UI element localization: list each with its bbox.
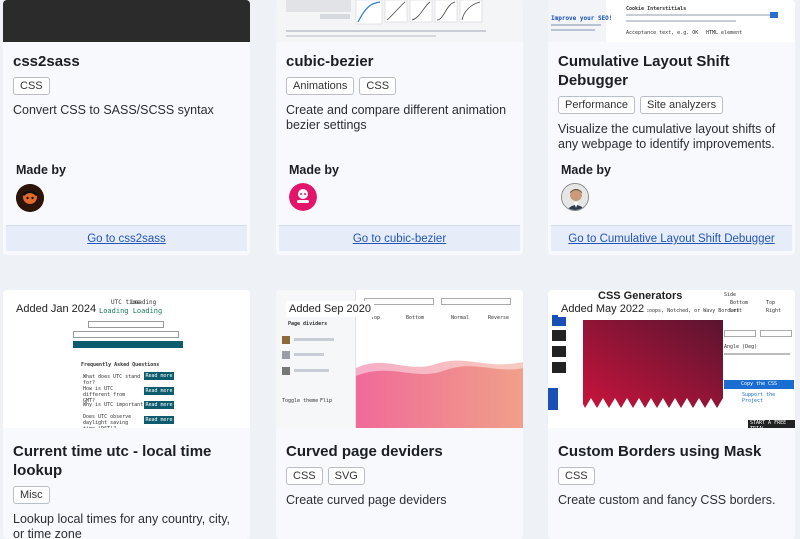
tool-card-css2sass: css2sass CSS Convert CSS to SASS/SCSS sy… — [3, 0, 250, 255]
card-description: Create curved page deviders — [286, 493, 447, 507]
thumb-read-2: Read more — [144, 387, 174, 395]
thumbnail-cubic-bezier[interactable] — [276, 0, 523, 42]
thumb-side: Side — [724, 292, 737, 298]
card-title[interactable]: Curved page deviders — [286, 443, 443, 460]
tag[interactable]: Animations — [286, 77, 355, 95]
tool-card-curved-page-deviders: Page dividers Toggle theme Flip Top Bott… — [276, 290, 523, 539]
thumb-loading-2: Loading Loading — [99, 307, 163, 315]
thumbnail-curved-deviders[interactable]: Page dividers Toggle theme Flip Top Bott… — [276, 290, 523, 428]
tool-card-cls-debugger: Improve your SEO! Cookie Interstitials A… — [548, 0, 795, 255]
goto-link[interactable]: Go to css2sass — [6, 225, 247, 251]
tag[interactable]: Site analyzers — [639, 96, 724, 114]
thumb-read-3: Read more — [144, 401, 174, 409]
thumb-right: Right — [766, 308, 782, 314]
tag[interactable]: SVG — [327, 467, 365, 485]
thumbnail-cls-debugger[interactable]: Improve your SEO! Cookie Interstitials A… — [548, 0, 795, 42]
made-by-label: Made by — [16, 163, 67, 177]
thumb-q1: What does UTC stand for? — [83, 374, 141, 386]
added-date-badge: Added May 2022 — [558, 301, 648, 317]
thumbnail-current-time[interactable]: UTC time Loading Loading Loading Frequen… — [3, 290, 250, 428]
thumb-utc: UTC time — [111, 299, 140, 306]
thumb-normal: Normal — [451, 315, 470, 321]
made-by-label: Made by — [561, 163, 612, 177]
card-description: Visualize the cumulative layout shifts o… — [558, 122, 776, 151]
author-avatar[interactable] — [289, 183, 317, 211]
author-avatar[interactable] — [561, 183, 589, 211]
card-description: Create custom and fancy CSS borders. — [558, 493, 776, 507]
thumb-q2: How is UTC different from GMT? — [83, 386, 126, 404]
thumb-bottom: Bottom — [406, 315, 425, 321]
thumb-reverse: Reverse — [488, 315, 510, 321]
thumb-flip: Flip — [320, 398, 333, 404]
thumb-logo: CSS Generators — [598, 290, 683, 302]
thumb-toggle-theme: Toggle theme — [282, 398, 319, 404]
card-title[interactable]: Custom Borders using Mask — [558, 443, 762, 460]
added-date-badge: Added Sep 2020 — [286, 301, 374, 317]
thumb-sub: Scoops, Notched, or Wavy Borders — [643, 308, 740, 314]
thumb-copy-css: Copy the CSS — [724, 380, 794, 389]
thumb-support: Support the Project — [742, 392, 776, 404]
thumb-html: HTML element — [706, 30, 743, 36]
thumb-read-1: Read more — [144, 372, 174, 380]
thumb-headline: Improve your SEO! — [551, 15, 613, 22]
thumb-accept: Acceptance text, e.g. OK — [626, 30, 699, 36]
thumb-top: Top — [766, 300, 776, 306]
card-title[interactable]: Current time utc - local time lookup — [13, 443, 212, 479]
tool-card-cubic-bezier: cubic-bezier Animations CSS Create and c… — [276, 0, 523, 255]
tool-card-custom-borders-mask: CSS Generators Scoops, Notched, or Wavy … — [548, 290, 795, 539]
card-title[interactable]: Cumulative Layout Shift Debugger — [558, 53, 730, 89]
added-date-badge: Added Jan 2024 — [13, 301, 100, 317]
tag[interactable]: Misc — [13, 486, 50, 504]
tag[interactable]: CSS — [286, 467, 323, 485]
thumb-loading: Loading — [131, 299, 157, 306]
thumb-ad: START A FREE TRIAL — [748, 420, 795, 428]
card-title[interactable]: cubic-bezier — [286, 53, 374, 70]
card-description: Lookup local times for any country, city… — [13, 512, 230, 539]
thumb-wave: Page dividers — [288, 321, 328, 327]
tag[interactable]: CSS — [359, 77, 397, 95]
thumbnail-css2sass[interactable] — [3, 0, 250, 42]
thumb-left: Left — [730, 308, 743, 314]
card-description: Convert CSS to SASS/SCSS syntax — [13, 103, 214, 117]
thumb-q3: Why is UTC important? — [83, 402, 147, 408]
tag[interactable]: CSS — [558, 467, 595, 485]
card-description: Create and compare different animation b… — [286, 103, 507, 132]
thumb-read-4: Read more — [144, 416, 174, 424]
thumb-cookie: Cookie Interstitials — [626, 6, 687, 12]
thumb-faq: Frequently Asked Questions — [81, 362, 160, 368]
made-by-label: Made by — [289, 163, 340, 177]
tool-card-current-time-utc: UTC time Loading Loading Loading Frequen… — [3, 290, 250, 539]
author-avatar[interactable] — [16, 184, 44, 212]
thumb-q4: Does UTC observe daylight saving time (D… — [83, 414, 132, 428]
thumb-angle: Angle (Deg) — [724, 344, 758, 350]
goto-link[interactable]: Go to Cumulative Layout Shift Debugger — [551, 225, 792, 251]
goto-link[interactable]: Go to cubic-bezier — [279, 225, 520, 251]
thumb-bottom: Bottom — [730, 300, 749, 306]
tag[interactable]: CSS — [13, 77, 50, 95]
thumb-top: Top — [371, 315, 381, 321]
card-title[interactable]: css2sass — [13, 53, 80, 70]
tag[interactable]: Performance — [558, 96, 635, 114]
